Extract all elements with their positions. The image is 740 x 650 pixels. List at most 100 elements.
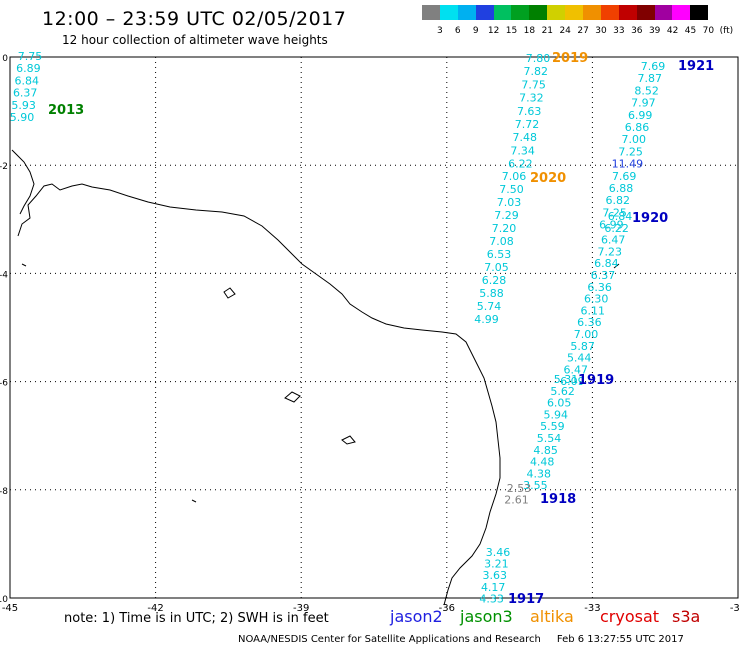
swh-value: 5.54 <box>537 432 562 445</box>
swh-value: 7.03 <box>497 196 522 209</box>
swh-value: 7.75 <box>521 78 546 91</box>
track-1918: 2.532.61 1918 <box>504 482 576 507</box>
scale-swatch-9 <box>583 5 601 20</box>
swh-value: 5.62 <box>550 385 575 398</box>
swh-value: 6.36 <box>587 281 612 294</box>
island-1 <box>223 287 236 299</box>
scale-swatch-14 <box>672 5 691 20</box>
island-6 <box>191 499 197 503</box>
x-tick--45: -45 <box>2 603 18 614</box>
satellite-s3a: s3a <box>672 607 701 626</box>
track-label-1920: 1920 <box>632 211 668 226</box>
scale-label-27: 27 <box>577 26 589 36</box>
scale-swatch-2 <box>457 5 476 20</box>
swh-value: 7.25 <box>602 206 627 219</box>
altimeter-tracks: 7.756.896.846.375.935.90 20137.807.827.75… <box>10 50 714 607</box>
x-tick--36: -36 <box>439 603 455 614</box>
footer-credit: NOAA/NESDIS Center for Satellite Applica… <box>238 634 684 645</box>
scale-label-24: 24 <box>559 26 571 36</box>
track-1919: 5.315.626.055.945.595.544.854.484.383.55… <box>523 373 614 492</box>
scale-swatch-5 <box>511 5 530 20</box>
swh-value: 5.88 <box>479 287 504 300</box>
scale-label-42: 42 <box>666 26 679 36</box>
swh-value: 6.84 <box>15 74 40 87</box>
swh-value: 5.59 <box>540 420 565 433</box>
island-3 <box>341 435 356 445</box>
credit-text: NOAA/NESDIS Center for Satellite Applica… <box>238 634 541 645</box>
swh-value: 6.11 <box>581 304 606 317</box>
swh-value: 2.61 <box>504 494 529 507</box>
swh-value: 5.90 <box>10 111 35 124</box>
scale-label-9: 9 <box>472 26 479 36</box>
page-title: 12:00 – 23:59 UTC 02/05/2017 <box>42 8 347 30</box>
swh-value: 5.93 <box>11 99 36 112</box>
color-scale-labels: 3 6 9 12 15 18 21 24 27 30 33 36 39 42 45 70 (ft) <box>422 24 733 38</box>
swh-value: 7.00 <box>574 328 599 341</box>
color-scale-swatches <box>422 5 709 24</box>
x-tick--30: -30 <box>730 603 740 614</box>
track-label-1919: 1919 <box>578 373 614 388</box>
scale-label-6: 6 <box>454 26 461 36</box>
swh-value: 4.85 <box>533 444 558 457</box>
coastline-path <box>17 183 501 606</box>
track-label-1917: 1917 <box>508 592 544 607</box>
swh-value: 7.63 <box>517 105 542 118</box>
swh-value: 7.75 <box>18 50 43 63</box>
scale-label-36: 36 <box>631 26 643 36</box>
track-label-2019: 2019 <box>552 51 588 66</box>
island-4 <box>613 263 620 269</box>
satellite-jason3: jason3 <box>460 607 513 626</box>
swh-value: 5.74 <box>477 300 502 313</box>
satellite-cryosat: cryosat <box>600 607 660 626</box>
scale-swatch-11 <box>618 5 637 20</box>
scale-swatch-3 <box>475 5 494 20</box>
swh-value: 7.72 <box>515 118 540 131</box>
x-tick--42: -42 <box>147 603 163 614</box>
swh-value: 5.31 <box>554 373 579 386</box>
scale-swatch-4 <box>493 5 512 20</box>
scale-swatch-10 <box>600 5 619 20</box>
y-tick--8: -8 <box>0 487 8 497</box>
swh-value: 8.52 <box>634 84 659 97</box>
swh-value: 4.48 <box>530 456 555 469</box>
map-grid: -45 -42 -39 -36 -33 -30 0 -2 -4 -6 -8 -10 <box>0 54 740 614</box>
scale-label-15: 15 <box>505 26 518 36</box>
swh-value: 7.69 <box>612 170 637 183</box>
swh-value: 7.80 <box>526 52 551 65</box>
swh-value: 6.82 <box>606 194 631 207</box>
scale-label-30: 30 <box>595 26 607 36</box>
swh-value: 6.36 <box>577 316 602 329</box>
scale-unit: (ft) <box>719 26 734 36</box>
y-tick-0: 0 <box>2 54 8 64</box>
swh-value: 7.48 <box>513 131 538 144</box>
swh-value: 6.84 <box>608 210 633 223</box>
swh-value: 6.53 <box>487 248 512 261</box>
swh-value: 7.08 <box>489 235 514 248</box>
track-label-2020: 2020 <box>530 171 566 186</box>
swh-value: 7.82 <box>524 65 549 78</box>
page-subtitle: 12 hour collection of altimeter wave hei… <box>62 33 328 47</box>
y-tick--4: -4 <box>0 270 8 280</box>
swh-value: 5.94 <box>544 408 569 421</box>
scale-label-45: 45 <box>684 26 697 36</box>
swh-value: 6.22 <box>508 158 533 171</box>
swh-value: 7.05 <box>484 261 509 274</box>
swh-value: 7.23 <box>598 245 623 258</box>
swh-value: 4.99 <box>474 313 499 326</box>
y-tick--2: -2 <box>0 162 8 172</box>
swh-value: 7.00 <box>622 133 647 146</box>
swh-value: 6.05 <box>547 397 572 410</box>
scale-label-39: 39 <box>648 26 661 36</box>
swh-value: 6.99 <box>599 219 624 232</box>
swh-value: 6.30 <box>584 293 609 306</box>
track-label-1918: 1918 <box>540 492 576 507</box>
swh-value: 6.47 <box>601 234 626 247</box>
y-tick--10: -10 <box>0 595 8 605</box>
island-2 <box>284 391 301 403</box>
scale-label-33: 33 <box>613 26 625 36</box>
swh-value: 6.89 <box>16 62 41 75</box>
swh-value: 3.63 <box>483 569 508 582</box>
swh-value: 6.47 <box>564 363 589 376</box>
swh-value: 7.87 <box>638 72 663 85</box>
swh-value: 6.09 <box>560 375 585 388</box>
